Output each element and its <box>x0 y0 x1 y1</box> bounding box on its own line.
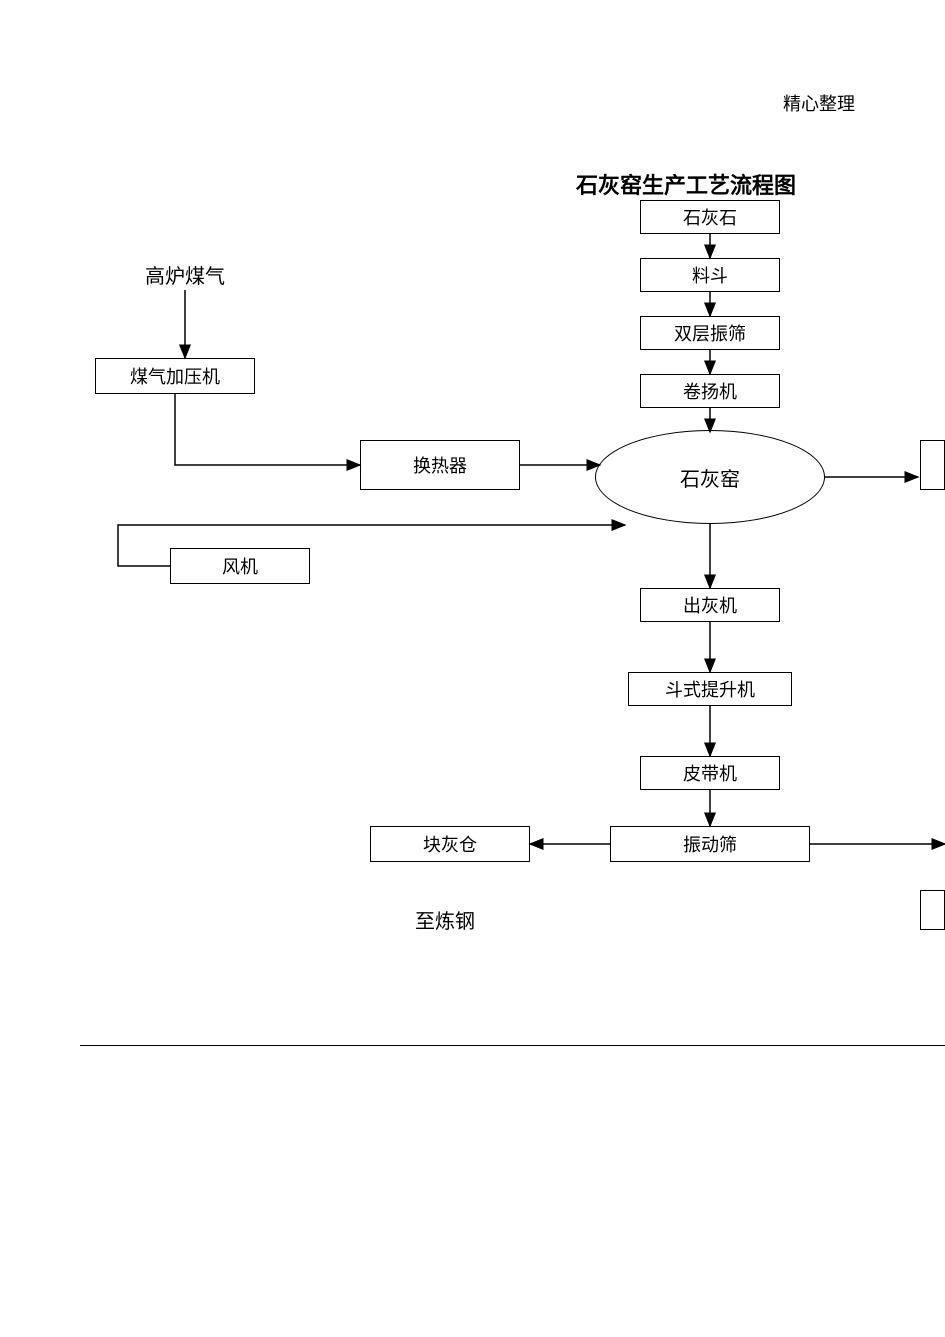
node-blockbin: 块灰仓 <box>370 826 530 862</box>
label-gas: 高炉煤气 <box>145 260 225 289</box>
page-header: 精心整理 <box>783 90 855 116</box>
node-ash: 出灰机 <box>640 588 780 622</box>
node-limestone: 石灰石 <box>640 200 780 234</box>
edge-compressor-exchanger <box>175 394 360 465</box>
page-divider <box>80 1045 945 1046</box>
node-hopper: 料斗 <box>640 258 780 292</box>
node-vibscreen: 振动筛 <box>610 826 810 862</box>
node-rightbox2 <box>920 890 945 930</box>
flowchart-title: 石灰窑生产工艺流程图 <box>576 168 796 200</box>
node-fan: 风机 <box>170 548 310 584</box>
node-exchanger: 换热器 <box>360 440 520 490</box>
node-compressor: 煤气加压机 <box>95 358 255 394</box>
label-tosteel: 至炼钢 <box>415 905 475 934</box>
node-belt: 皮带机 <box>640 756 780 790</box>
flowchart-edges <box>0 0 945 1337</box>
node-bucket: 斗式提升机 <box>628 672 792 706</box>
node-winch: 卷扬机 <box>640 374 780 408</box>
node-screen2: 双层振筛 <box>640 316 780 350</box>
node-kiln: 石灰窑 <box>595 430 825 524</box>
node-rightbox1 <box>920 440 945 490</box>
